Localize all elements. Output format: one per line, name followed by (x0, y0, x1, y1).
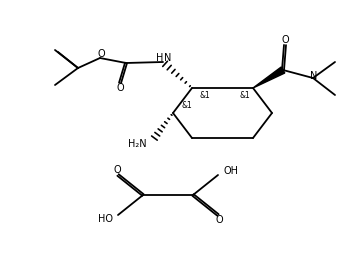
Polygon shape (253, 67, 285, 88)
Text: OH: OH (223, 166, 238, 176)
Text: N: N (164, 53, 172, 63)
Text: H₂N: H₂N (129, 139, 147, 149)
Text: N: N (310, 71, 318, 81)
Text: O: O (281, 35, 289, 45)
Text: &1: &1 (181, 100, 192, 109)
Text: O: O (97, 49, 105, 59)
Text: O: O (113, 165, 121, 175)
Text: &1: &1 (239, 91, 250, 100)
Text: O: O (116, 83, 124, 93)
Text: &1: &1 (200, 91, 211, 100)
Text: HO: HO (98, 214, 113, 224)
Text: H: H (156, 53, 164, 63)
Text: O: O (215, 215, 223, 225)
